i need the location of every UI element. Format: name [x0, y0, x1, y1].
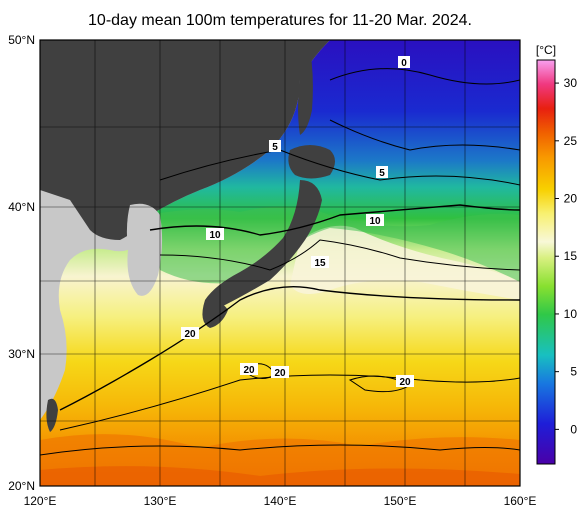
lat-label-50n: 50°N [8, 33, 35, 47]
svg-text:20: 20 [184, 329, 196, 340]
colorbar-tick-label: 10 [564, 307, 578, 321]
lon-label-140e: 140°E [264, 494, 297, 508]
map-plot-area: 0 5 5 10 10 15 20 20 [40, 40, 520, 486]
contour-label-8: 20 [271, 366, 289, 379]
land-taiwan [46, 398, 58, 432]
lat-label-20n: 20°N [8, 479, 35, 493]
land-honshu [205, 180, 322, 307]
land-korea [126, 203, 163, 296]
lon-label-120e: 120°E [24, 494, 57, 508]
lon-label-150e: 150°E [384, 494, 417, 508]
contour-label-7: 20 [240, 363, 258, 376]
svg-text:20: 20 [399, 377, 411, 388]
map-title: 10-day mean 100m temperatures for 11-20 … [88, 12, 472, 29]
land-mainland-north [40, 40, 330, 240]
svg-text:20: 20 [274, 368, 286, 379]
svg-text:15: 15 [314, 258, 326, 269]
contour-label-5: 15 [311, 256, 329, 269]
contour-label-9: 20 [396, 375, 414, 388]
colorbar-tick-label: 0 [570, 422, 577, 436]
colorbar-tick-label: 30 [564, 76, 578, 90]
contour-label-2: 5 [376, 166, 388, 179]
colorbar-tick-label: 15 [564, 249, 578, 263]
contour-label-1: 5 [269, 140, 281, 153]
land-sakhalin [298, 40, 313, 135]
isotherm-lines [40, 68, 520, 456]
contour-label-3: 10 [206, 228, 224, 241]
svg-text:10: 10 [369, 216, 381, 227]
svg-text:5: 5 [379, 168, 385, 179]
colorbar-ticks: 30 25 20 15 10 5 0 [555, 76, 577, 436]
map-frame [39, 39, 521, 487]
colorbar-tick-label: 5 [570, 365, 577, 379]
svg-text:20: 20 [243, 365, 255, 376]
svg-text:5: 5 [272, 142, 278, 153]
contour-label-6: 20 [181, 327, 199, 340]
colorbar-tick-label: 20 [564, 192, 578, 206]
land-kyushu [202, 299, 228, 328]
svg-text:0: 0 [401, 58, 407, 69]
lat-label-30n: 30°N [8, 347, 35, 361]
lon-label-160e: 160°E [504, 494, 537, 508]
lat-label-40n: 40°N [8, 200, 35, 214]
colorbar-tick-label: 25 [564, 134, 578, 148]
lon-label-130e: 130°E [144, 494, 177, 508]
colorbar [536, 59, 556, 465]
contour-label-4: 10 [366, 214, 384, 227]
contour-label-0: 0 [398, 56, 410, 69]
svg-text:10: 10 [209, 230, 221, 241]
colorbar-unit: [°C] [536, 43, 556, 57]
green-transition-band [150, 206, 520, 284]
